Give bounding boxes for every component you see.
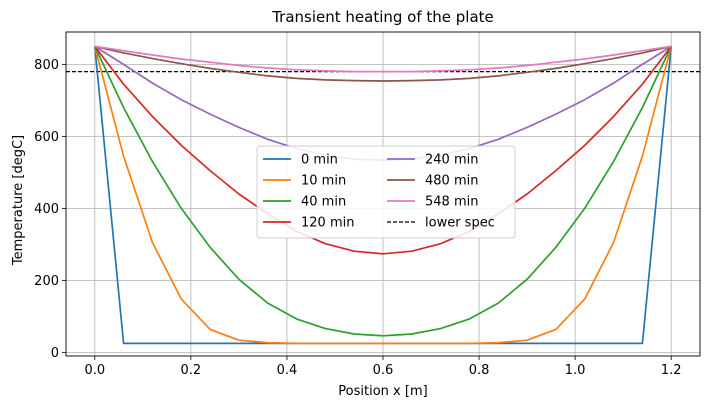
legend-label: 548 min	[425, 195, 478, 210]
x-tick-label: 1.0	[565, 363, 586, 378]
y-tick-label: 200	[34, 274, 59, 289]
series-group	[93, 45, 673, 345]
x-tick-label: 1.2	[661, 363, 682, 378]
x-tick-label: 0.2	[181, 363, 202, 378]
series-line-40-min	[94, 46, 672, 337]
legend-label: 240 min	[425, 153, 478, 168]
y-tick-label: 800	[34, 58, 59, 73]
legend: 0 min 10 min 40 min 120 min 240 min 480 min 54…	[256, 145, 516, 239]
y-tick-label: 0	[51, 346, 59, 361]
x-tick-label: 0.0	[84, 363, 105, 378]
x-tick-label: 0.6	[373, 363, 394, 378]
x-axis-label: Position x [m]	[338, 384, 427, 399]
axis-ticks: 0.0 0.2 0.4 0.6 0.8 1.0 1.2 0 200 400 600 800	[34, 58, 681, 378]
legend-box	[256, 145, 516, 239]
series-line-548-min	[94, 45, 672, 73]
plot-frame	[65, 31, 701, 357]
legend-label: 40 min	[301, 195, 346, 210]
legend-label: 120 min	[301, 216, 354, 231]
legend-label: lower spec	[425, 216, 495, 231]
series-line-480-min	[94, 45, 672, 82]
chart-title: Transient heating of the plate	[271, 8, 494, 26]
series-line-10-min	[93, 46, 673, 345]
y-tick-label: 600	[34, 130, 59, 145]
y-axis-label: Temperature [degC]	[11, 135, 26, 266]
legend-label: 0 min	[301, 153, 338, 168]
series-line-120-min	[94, 45, 672, 255]
x-tick-label: 0.8	[469, 363, 490, 378]
y-tick-label: 400	[34, 202, 59, 217]
legend-label: 480 min	[425, 174, 478, 189]
legend-label: 10 min	[301, 174, 346, 189]
x-tick-label: 0.4	[277, 363, 298, 378]
